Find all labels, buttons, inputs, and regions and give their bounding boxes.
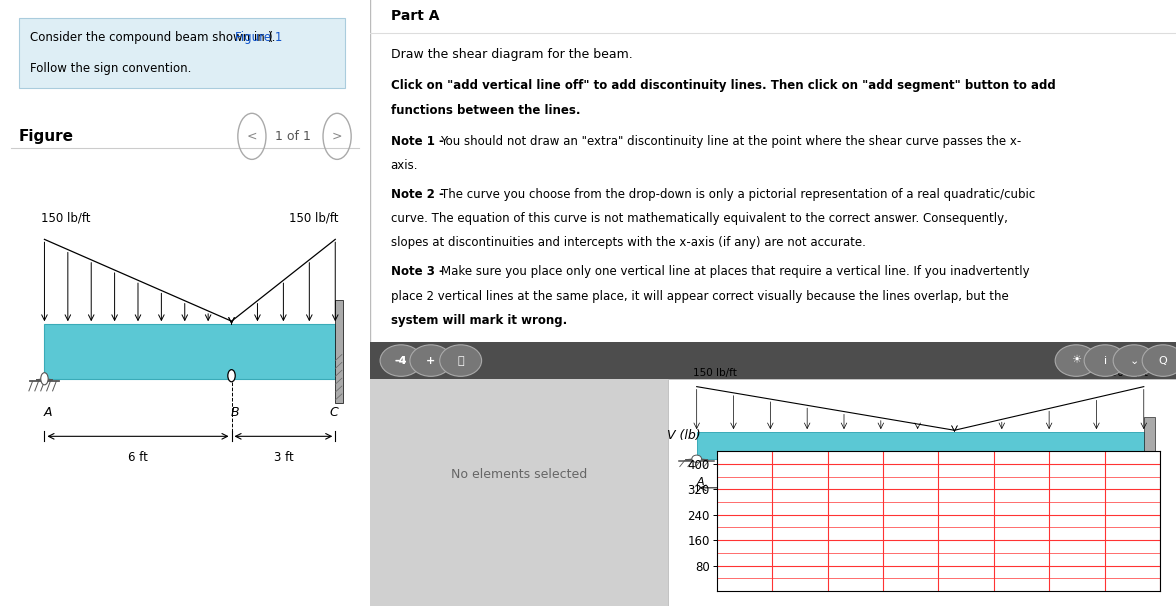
Circle shape	[41, 373, 48, 385]
Text: A: A	[697, 477, 704, 487]
Text: ).: ).	[267, 31, 275, 44]
Text: ☀: ☀	[1071, 356, 1081, 365]
Text: 3 ft: 3 ft	[274, 451, 293, 464]
Text: axis.: axis.	[390, 159, 419, 171]
Text: You should not draw an "extra" discontinuity line at the point where the shear c: You should not draw an "extra" discontin…	[441, 135, 1022, 147]
Polygon shape	[686, 459, 708, 460]
Circle shape	[1084, 345, 1127, 376]
Text: Consider the compound beam shown in (: Consider the compound beam shown in (	[29, 31, 273, 44]
Text: ⬛: ⬛	[457, 356, 465, 365]
Text: 6 ft: 6 ft	[817, 498, 835, 508]
Text: The curve you choose from the drop-down is only a pictorial representation of a : The curve you choose from the drop-down …	[441, 188, 1035, 201]
Text: Part A: Part A	[390, 9, 439, 23]
Text: 6 ft: 6 ft	[128, 451, 148, 464]
Text: Figure: Figure	[19, 129, 74, 144]
Bar	[45, 324, 335, 379]
Text: >: >	[332, 130, 342, 143]
Circle shape	[949, 453, 960, 461]
Circle shape	[1114, 345, 1155, 376]
Text: place 2 vertical lines at the same place, it will appear correct visually becaus: place 2 vertical lines at the same place…	[390, 290, 1008, 302]
Text: 150 lb/ft: 150 lb/ft	[41, 211, 91, 224]
Circle shape	[440, 345, 482, 376]
Text: slopes at discontinuities and intercepts with the x-axis (if any) are not accura: slopes at discontinuities and intercepts…	[390, 236, 866, 249]
Bar	[696, 432, 1144, 459]
Text: B: B	[230, 406, 240, 419]
Text: <: <	[247, 130, 258, 143]
Text: C: C	[329, 406, 338, 419]
Text: Note 2 -: Note 2 -	[390, 188, 448, 201]
Bar	[370, 379, 668, 606]
Circle shape	[691, 455, 702, 462]
Text: 150 lb/ft: 150 lb/ft	[289, 211, 339, 224]
Bar	[668, 379, 1176, 606]
Text: -4: -4	[395, 356, 407, 365]
Text: system will mark it wrong.: system will mark it wrong.	[390, 314, 567, 327]
Bar	[335, 300, 343, 403]
Text: C: C	[1137, 477, 1145, 487]
Text: Draw the shear diagram for the beam.: Draw the shear diagram for the beam.	[390, 48, 633, 61]
Text: Make sure you place only one vertical line at places that require a vertical lin: Make sure you place only one vertical li…	[441, 265, 1029, 278]
Text: 3 ft: 3 ft	[1041, 498, 1058, 508]
Polygon shape	[36, 379, 53, 380]
Circle shape	[410, 345, 452, 376]
Text: +: +	[426, 356, 435, 365]
Text: Click on "add vertical line off" to add discontinuity lines. Then click on "add : Click on "add vertical line off" to add …	[390, 79, 1055, 92]
Bar	[1144, 417, 1155, 474]
Text: ⌄: ⌄	[1129, 356, 1138, 365]
Text: 150 lb/ft: 150 lb/ft	[1104, 367, 1148, 378]
Circle shape	[380, 345, 422, 376]
Text: functions between the lines.: functions between the lines.	[390, 104, 580, 117]
Text: Q: Q	[1158, 356, 1168, 365]
Text: Follow the sign convention.: Follow the sign convention.	[29, 62, 191, 75]
Bar	[19, 18, 345, 88]
Text: -4: -4	[395, 356, 407, 365]
Circle shape	[1055, 345, 1097, 376]
Text: Note 1 -: Note 1 -	[390, 135, 448, 147]
Text: curve. The equation of this curve is not mathematically equivalent to the correc: curve. The equation of this curve is not…	[390, 212, 1008, 225]
Circle shape	[228, 370, 235, 382]
Text: A: A	[44, 406, 53, 419]
Text: Note 3 -: Note 3 -	[390, 265, 448, 278]
Text: 150 lb/ft: 150 lb/ft	[693, 367, 736, 378]
Text: B: B	[955, 477, 963, 487]
Text: i: i	[1103, 356, 1107, 365]
Text: No elements selected: No elements selected	[452, 468, 588, 481]
Bar	[370, 342, 1176, 379]
Text: 1 of 1: 1 of 1	[275, 130, 310, 143]
Text: V (lb): V (lb)	[668, 430, 701, 442]
Circle shape	[1142, 345, 1176, 376]
Text: Figure 1: Figure 1	[235, 31, 282, 44]
